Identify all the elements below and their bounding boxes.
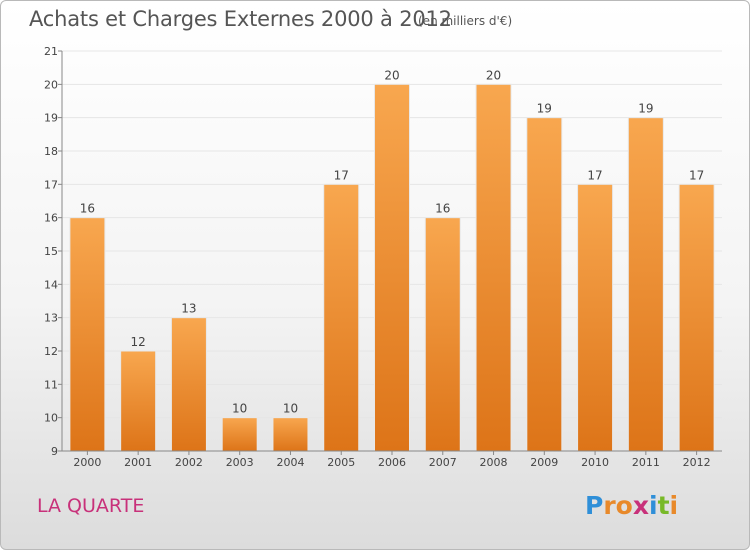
bar: [678, 183, 715, 452]
x-tick-label: 2005: [327, 456, 355, 469]
y-tick-label: 17: [44, 178, 58, 191]
logo-letter: i: [669, 491, 679, 520]
logo-letter: t: [657, 491, 670, 520]
logo-letter: P: [585, 491, 604, 520]
bar: [526, 117, 563, 452]
y-tick-label: 16: [44, 212, 58, 225]
bar: [627, 117, 664, 452]
x-tick-label: 2006: [378, 456, 406, 469]
logo-letter: i: [649, 491, 658, 520]
bar-value-label: 20: [384, 68, 399, 82]
bar-value-label: 16: [80, 202, 95, 216]
y-tick-label: 12: [44, 345, 58, 358]
x-tick-label: 2011: [632, 456, 660, 469]
x-tick-label: 2004: [276, 456, 304, 469]
bar-value-label: 17: [689, 168, 704, 182]
x-tick-label: 2000: [73, 456, 101, 469]
x-tick-label: 2001: [124, 456, 152, 469]
y-tick-label: 14: [44, 278, 58, 291]
x-tick-label: 2002: [175, 456, 203, 469]
y-tick-label: 15: [44, 245, 58, 258]
bar: [374, 83, 410, 452]
y-tick-label: 10: [44, 412, 58, 425]
axes: 9 10 11 12 13 14 15 16 17 18 19 20 21 2000 2001 2002 200…: [44, 45, 722, 469]
x-tick-label: 2008: [480, 456, 508, 469]
bars: 16 12 13 10 10 17 20 16 20 19 17 19 17: [69, 68, 715, 452]
bar-value-label: 13: [181, 302, 196, 316]
bar: [323, 183, 360, 452]
logo-letter: r: [603, 491, 616, 520]
logo-letter: x: [632, 491, 649, 520]
x-tick-label: 2009: [530, 456, 558, 469]
y-tick-label: 11: [44, 378, 58, 391]
bar-value-label: 12: [131, 335, 146, 349]
bar-value-label: 20: [486, 68, 501, 82]
y-tick-label: 20: [44, 78, 58, 91]
chart-subtitle: (en milliers d'€): [418, 14, 513, 28]
x-tick-label: 2007: [429, 456, 457, 469]
bar: [272, 417, 309, 452]
bar-value-label: 10: [283, 402, 298, 416]
bar: [170, 317, 207, 452]
y-tick-label: 19: [44, 112, 58, 125]
logo-letter: o: [615, 491, 633, 520]
y-tick-label: 13: [44, 312, 58, 325]
bar: [475, 83, 512, 452]
y-tick-label: 9: [51, 445, 58, 458]
y-tick-label: 21: [44, 45, 58, 58]
chart-title: Achats et Charges Externes 2000 à 2012: [29, 7, 452, 31]
x-tick-label: 2012: [683, 456, 711, 469]
bar-value-label: 16: [435, 202, 450, 216]
bar: [120, 350, 157, 452]
y-tick-label: 18: [44, 145, 58, 158]
bar-value-label: 17: [334, 168, 349, 182]
bar: [221, 417, 258, 452]
bar: [424, 217, 461, 452]
bar: [577, 183, 614, 452]
bar-value-label: 19: [638, 102, 653, 116]
x-tick-label: 2003: [226, 456, 254, 469]
bar-value-label: 10: [232, 402, 247, 416]
bar-value-label: 19: [537, 102, 552, 116]
commune-name: LA QUARTE: [37, 495, 145, 517]
bar: [69, 217, 106, 452]
proxiti-logo[interactable]: Proxiti: [585, 491, 678, 520]
x-tick-label: 2010: [581, 456, 609, 469]
bar-value-label: 17: [587, 168, 602, 182]
